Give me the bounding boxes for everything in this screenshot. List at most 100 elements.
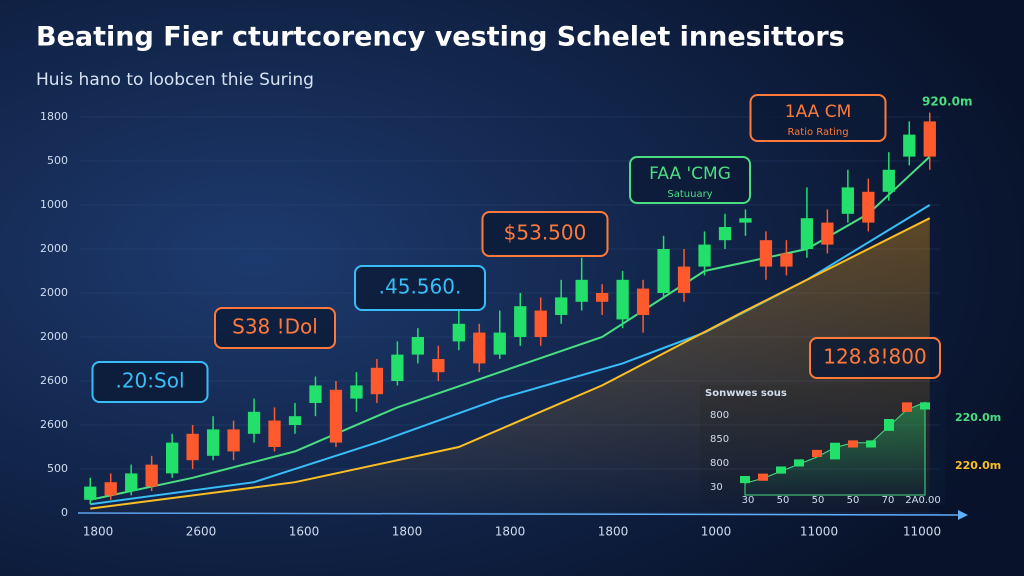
annotation-text: 128.8!800 bbox=[823, 345, 926, 369]
candle-body bbox=[166, 442, 179, 474]
annotation-text: .20:Sol bbox=[115, 369, 184, 393]
candle-body bbox=[739, 218, 752, 223]
annotation-subtext: Satuuary bbox=[667, 189, 712, 200]
candle-body bbox=[227, 429, 240, 452]
candle-body bbox=[206, 429, 220, 456]
candle-body bbox=[862, 191, 875, 223]
candle-body bbox=[800, 218, 814, 249]
candle-body bbox=[841, 187, 854, 214]
inset-y-label: 800 bbox=[710, 410, 729, 421]
candle-body bbox=[309, 385, 322, 403]
candle-body bbox=[780, 253, 793, 267]
candle-body bbox=[616, 279, 629, 320]
x-tick-label: 1000 bbox=[701, 525, 732, 539]
inset-candle bbox=[866, 440, 876, 448]
inset-candle bbox=[794, 459, 804, 467]
inset-x-label: 50 bbox=[847, 495, 860, 506]
annotation-box bbox=[354, 265, 486, 311]
inset-candle bbox=[758, 473, 768, 481]
annotation-text: 1AA CM bbox=[785, 102, 852, 122]
candle-body bbox=[288, 416, 302, 425]
candle-body bbox=[350, 385, 363, 399]
corner-label: 920.0m bbox=[922, 95, 972, 109]
candle-body bbox=[104, 482, 117, 496]
y-tick-label: 1800 bbox=[40, 110, 68, 123]
candle-body bbox=[514, 306, 527, 337]
annotation-box bbox=[91, 361, 209, 403]
candle-body bbox=[411, 337, 424, 355]
x-tick-label: 1800 bbox=[598, 525, 629, 539]
annotation-box bbox=[214, 307, 336, 349]
x-tick-label: 1800 bbox=[83, 525, 114, 539]
area bbox=[90, 218, 930, 513]
annotation-box bbox=[749, 94, 887, 142]
candle-body bbox=[657, 249, 670, 293]
inset-x-label: 70 bbox=[882, 495, 895, 506]
candle-body bbox=[534, 310, 547, 337]
candle-body bbox=[268, 420, 281, 447]
candle-body bbox=[882, 169, 895, 192]
x-axis bbox=[77, 512, 961, 516]
candle-body bbox=[391, 354, 404, 381]
y-tick-label: 0 bbox=[61, 506, 68, 519]
inset-x-label: 50 bbox=[812, 495, 825, 506]
inset-y-label: 850 bbox=[710, 434, 729, 445]
candle-body bbox=[473, 332, 486, 364]
candle-body bbox=[698, 244, 711, 267]
title: Beating Fier cturtcorency vesting Schele… bbox=[36, 22, 845, 53]
annotation-text: .45.560. bbox=[379, 275, 462, 299]
inset-y-label: 30 bbox=[710, 482, 723, 493]
inset-candle bbox=[812, 449, 822, 457]
subtitle: Huis hano to loobcen thie Suring bbox=[36, 70, 314, 90]
inset-x-label: 30 bbox=[742, 495, 755, 506]
y-tick-label: 500 bbox=[47, 462, 68, 475]
inset-x-label: 2A0.00 bbox=[905, 495, 940, 506]
inset-candle bbox=[740, 476, 750, 484]
inset-title: Sonwwes sous bbox=[705, 388, 787, 399]
annotation-box bbox=[629, 156, 751, 204]
x-tick-label: 1600 bbox=[289, 525, 320, 539]
annotation-box bbox=[809, 337, 941, 379]
x-tick-label: 11000 bbox=[903, 525, 941, 539]
y-tick-label: 2000 bbox=[40, 242, 68, 255]
x-tick-label: 2600 bbox=[186, 525, 217, 539]
inset-candle bbox=[776, 466, 786, 474]
candle-body bbox=[84, 486, 97, 500]
y-tick-label: 2600 bbox=[40, 418, 68, 431]
x-tick-label: 1800 bbox=[495, 525, 526, 539]
candle-body bbox=[145, 464, 158, 487]
candle-body bbox=[596, 293, 609, 302]
y-tick-label: 500 bbox=[47, 154, 68, 167]
candle-body bbox=[759, 240, 773, 267]
y-tick-label: 2600 bbox=[40, 374, 68, 387]
candle-body bbox=[493, 332, 506, 355]
candle-body bbox=[329, 389, 343, 443]
candle-body bbox=[821, 222, 834, 245]
x-tick-label: 11000 bbox=[800, 525, 838, 539]
candle-body bbox=[125, 473, 138, 491]
trend-line bbox=[90, 155, 931, 501]
axis-arrow bbox=[958, 510, 968, 520]
candle-body bbox=[636, 288, 650, 315]
annotation-text: $53.500 bbox=[504, 221, 587, 245]
annotation-box bbox=[481, 211, 609, 257]
inset-candle bbox=[830, 442, 840, 460]
inset-candle bbox=[920, 402, 930, 410]
annotation-text: FAA 'CMG bbox=[649, 164, 731, 184]
candle-body bbox=[186, 433, 199, 461]
candle-body bbox=[677, 266, 691, 293]
trend-line bbox=[90, 217, 931, 510]
inset-side-label: 220.0m bbox=[955, 459, 1001, 472]
candle-body bbox=[903, 134, 916, 157]
candle-body bbox=[370, 367, 384, 395]
inset-y-label: 800 bbox=[710, 458, 729, 469]
inset-candle bbox=[848, 440, 858, 448]
inset-side-label: 220.0m bbox=[955, 411, 1001, 424]
inset-x-label: 50 bbox=[777, 495, 790, 506]
candle-body bbox=[247, 411, 261, 434]
inset-candle bbox=[884, 419, 894, 431]
candle-body bbox=[555, 297, 568, 315]
candle-body bbox=[718, 227, 732, 241]
annotation-subtext: Ratio Rating bbox=[787, 127, 848, 138]
